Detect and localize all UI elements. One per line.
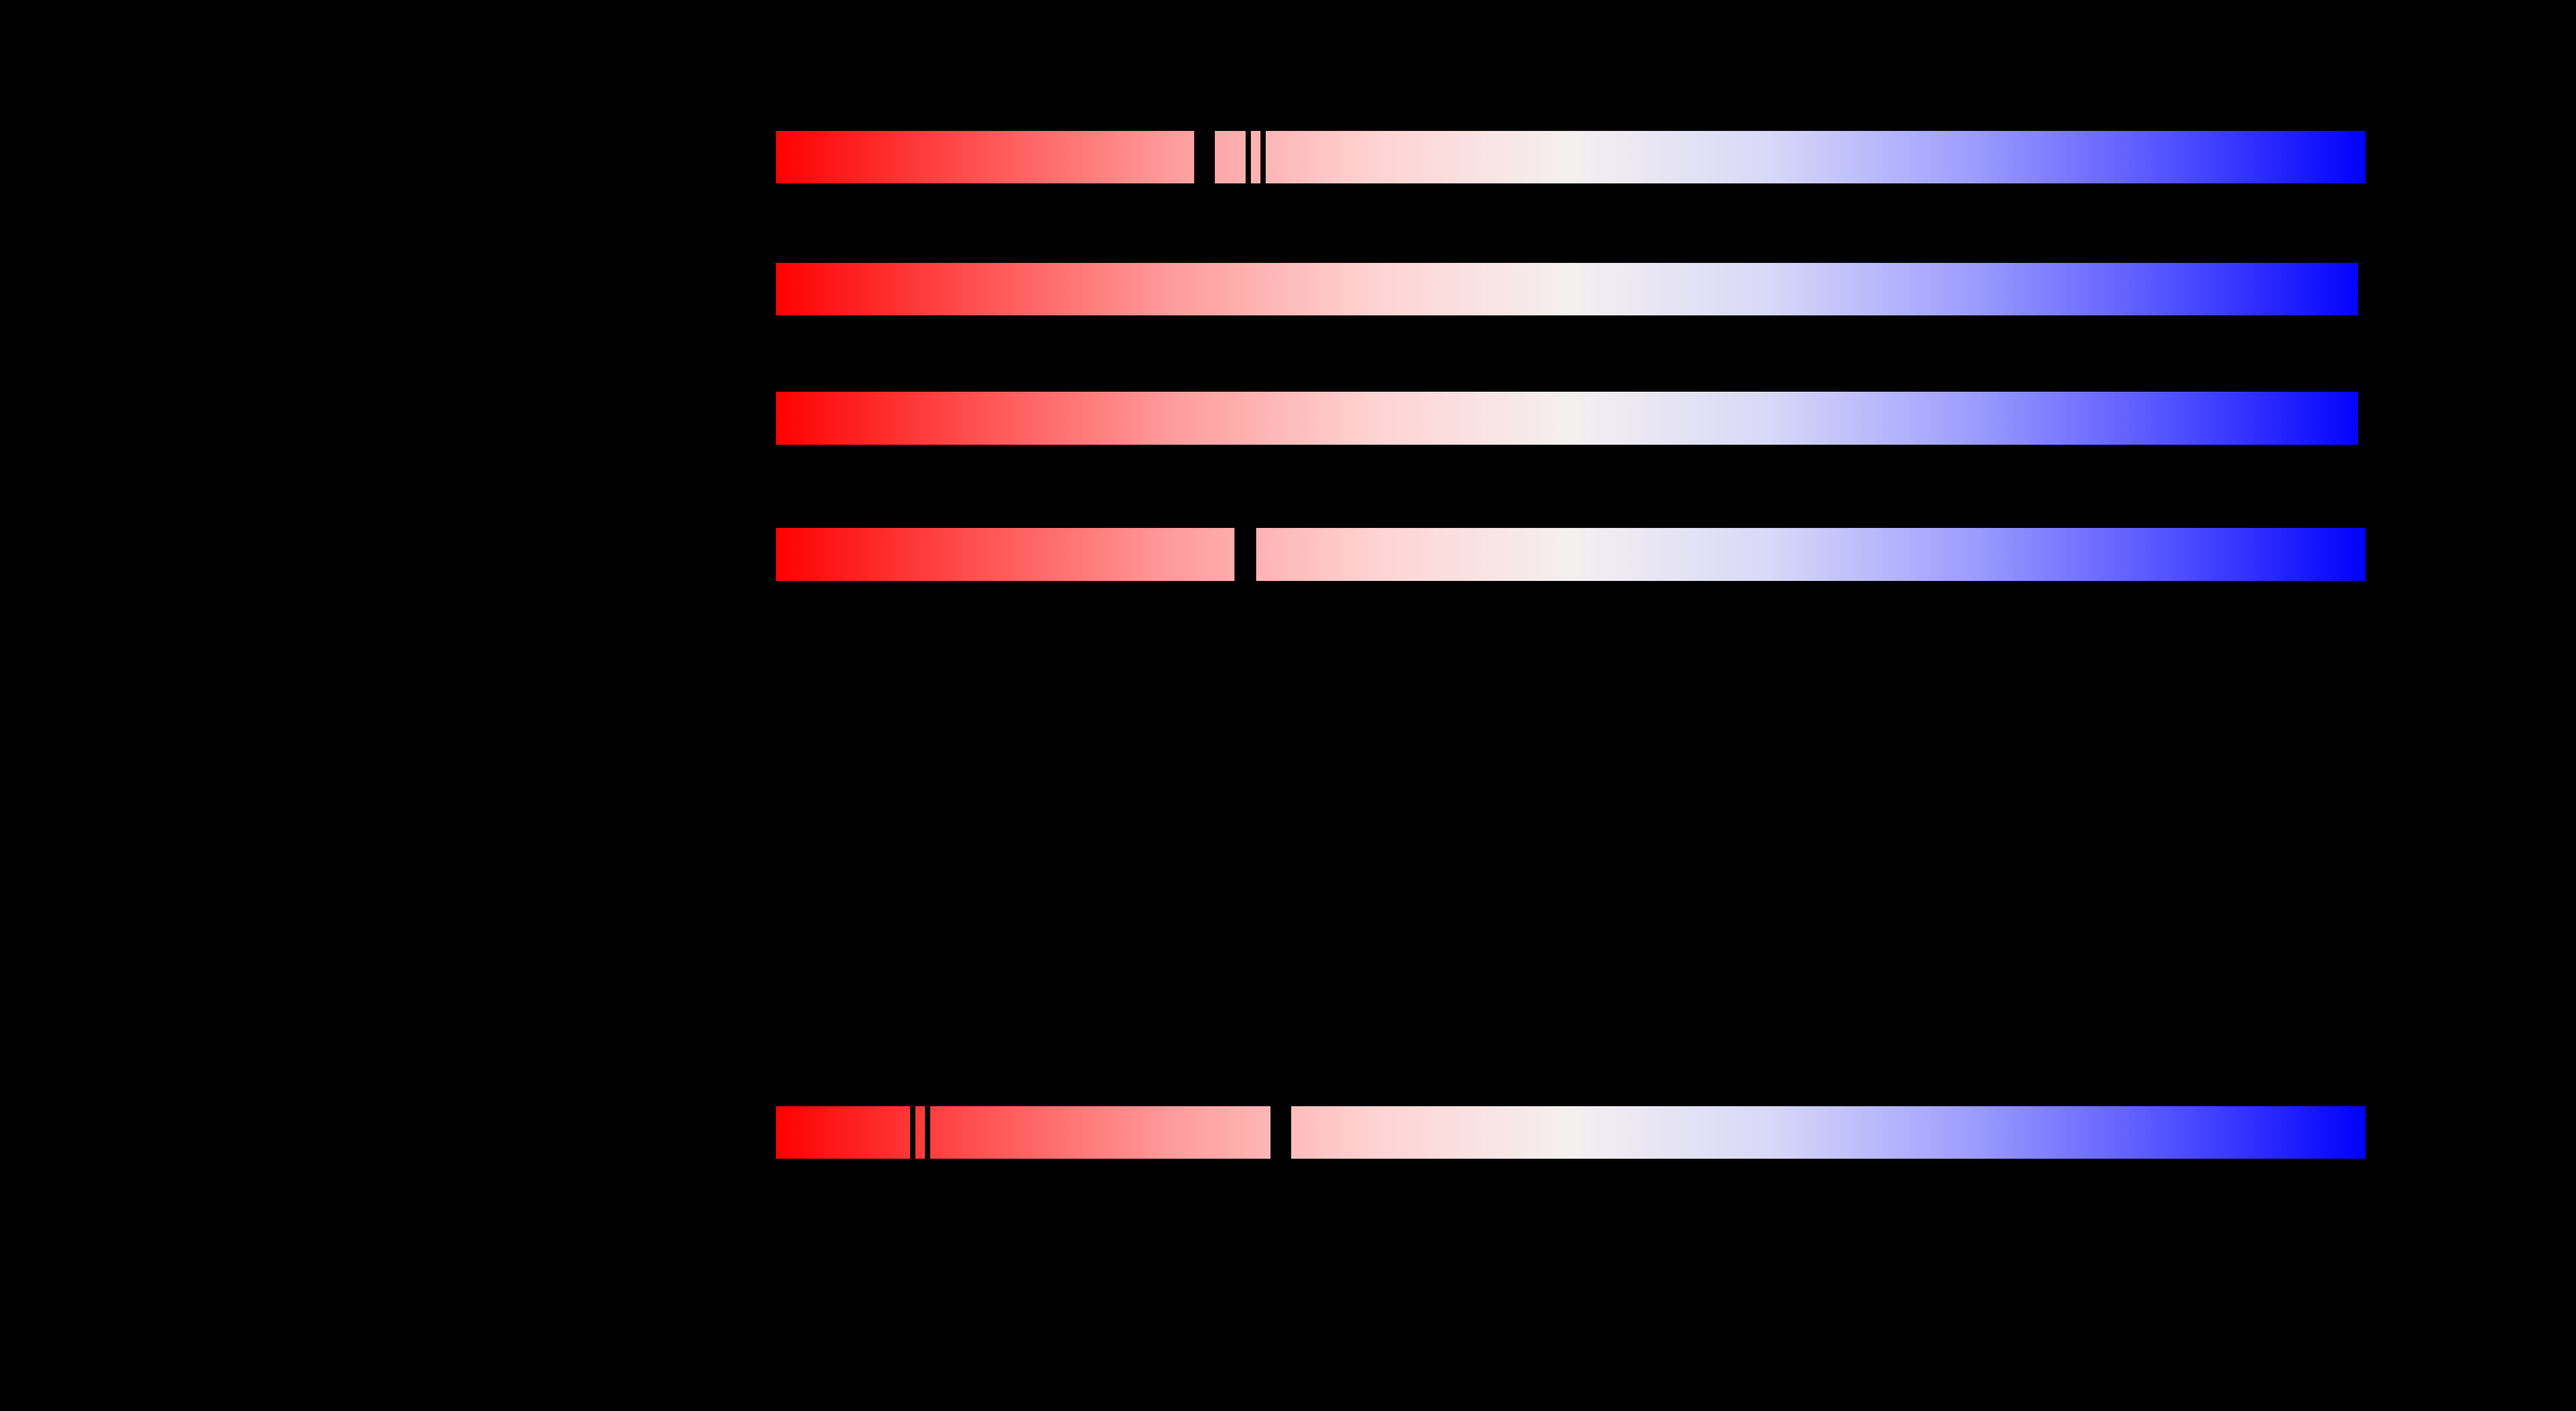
- marker-line: [1246, 131, 1251, 183]
- marker-line: [925, 1106, 930, 1159]
- marker-line: [1194, 131, 1215, 183]
- gradient-bar-1: [776, 131, 2366, 183]
- gradient-bar-2: [776, 263, 2358, 315]
- marker-line: [1271, 1106, 1291, 1159]
- gradient-bar-4: [776, 528, 2366, 581]
- marker-line: [1234, 528, 1256, 581]
- marker-line: [1260, 131, 1266, 183]
- gradient-bar-3: [776, 392, 2358, 445]
- marker-line: [910, 1106, 915, 1159]
- gradient-bar-5: [776, 1106, 2366, 1159]
